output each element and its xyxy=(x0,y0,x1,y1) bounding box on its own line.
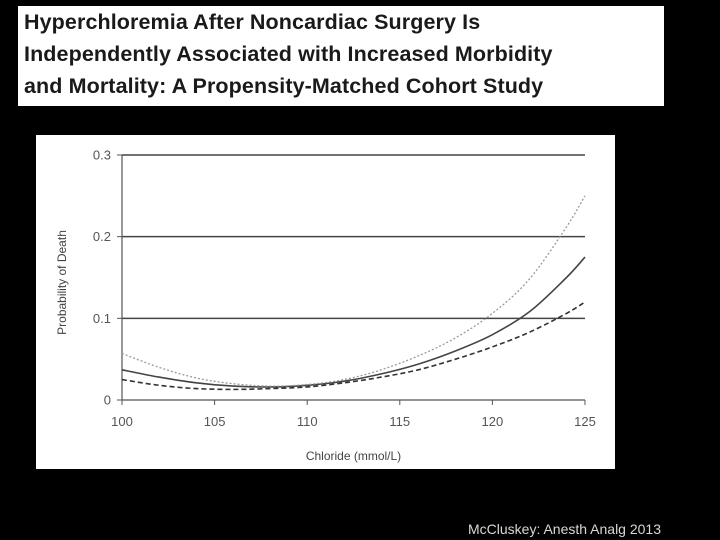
probability-of-death-chart: 0 0.1 0.2 0.3 100 105 110 115 120 125 Chloride (m… xyxy=(55,148,596,464)
series-line-solid xyxy=(121,256,586,388)
series-lines xyxy=(121,195,586,391)
axes xyxy=(117,154,586,405)
y-tick-label-0: 0 xyxy=(104,393,111,408)
title-line-1: Hyperchloremia After Noncardiac Surgery … xyxy=(24,10,481,34)
title-panel: Hyperchloremia After Noncardiac Surgery … xyxy=(18,6,664,106)
y-tick-label-3: 0.3 xyxy=(93,148,111,163)
x-axis-title: Chloride (mmol/L) xyxy=(306,449,401,463)
grid-lines xyxy=(122,154,585,320)
chart-panel: 0 0.1 0.2 0.3 100 105 110 115 120 125 Chloride (m… xyxy=(36,135,615,469)
y-tick-label-2: 0.2 xyxy=(93,229,111,244)
x-tick-label-2: 110 xyxy=(297,414,318,429)
title-line-2: Independently Associated with Increased … xyxy=(24,42,553,66)
y-axis-title: Probability of Death xyxy=(55,230,69,335)
x-tick-label-4: 120 xyxy=(482,414,504,429)
series-line-dashed xyxy=(121,301,586,391)
x-tick-label-1: 105 xyxy=(204,414,226,429)
x-tick-label-5: 125 xyxy=(574,414,596,429)
y-tick-label-1: 0.1 xyxy=(93,311,111,326)
x-tick-label-0: 100 xyxy=(111,414,133,429)
citation: McCluskey: Anesth Analg 2013 xyxy=(468,521,662,537)
title-line-3: and Mortality: A Propensity-Matched Coho… xyxy=(24,74,544,98)
tick-labels: 0 0.1 0.2 0.3 100 105 110 115 120 125 xyxy=(93,148,596,430)
x-tick-label-3: 115 xyxy=(389,414,410,429)
series-line-dotted xyxy=(121,195,586,387)
